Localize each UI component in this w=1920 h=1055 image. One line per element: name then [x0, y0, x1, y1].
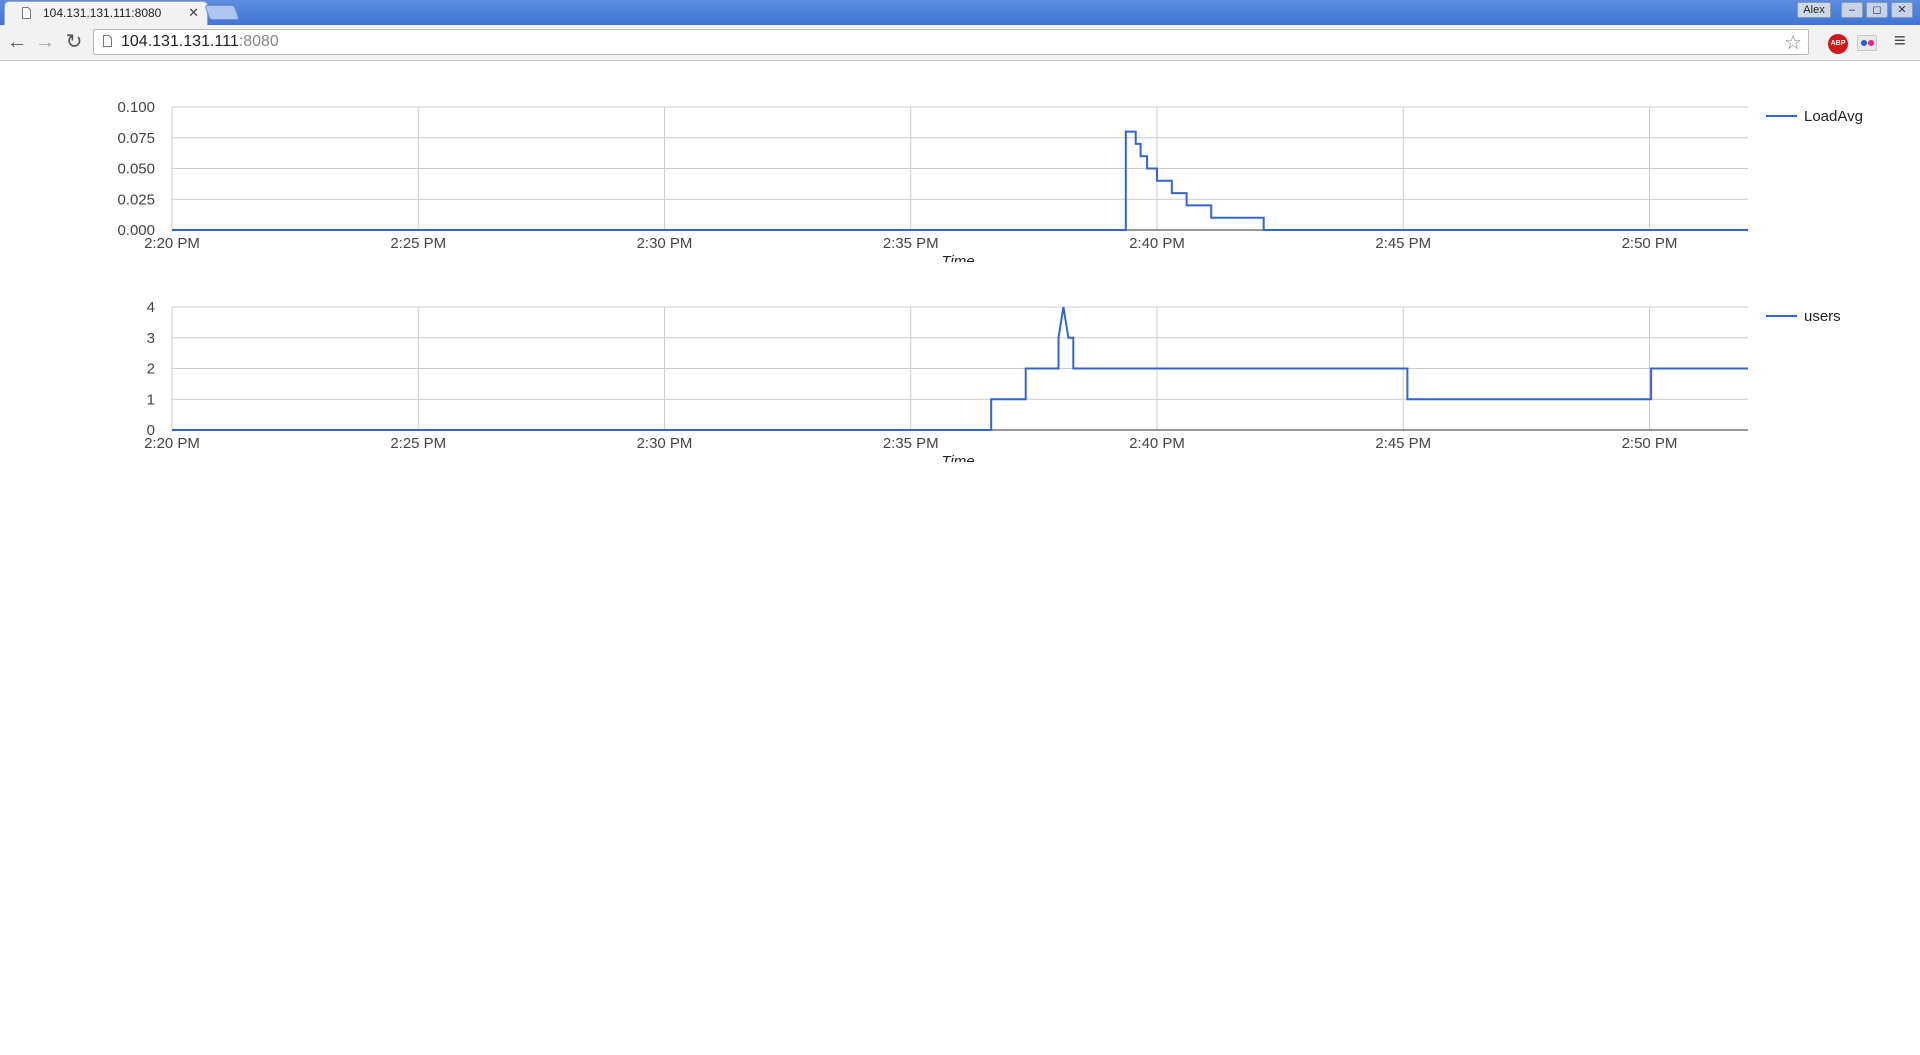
x-tick-label: 2:25 PM [390, 235, 446, 252]
new-tab-button[interactable] [204, 5, 240, 20]
back-icon[interactable]: ← [7, 31, 27, 53]
y-tick-label: 2 [147, 361, 155, 378]
tab-close-icon[interactable]: ✕ [188, 5, 199, 20]
flickr-blue-dot [1861, 40, 1867, 46]
bookmark-star-icon[interactable]: ☆ [1784, 32, 1802, 54]
flickr-pink-dot [1868, 40, 1874, 46]
flickr-extension-icon[interactable] [1857, 35, 1877, 51]
tab-title: 104.131.131.111:8080 [43, 6, 162, 20]
x-tick-label: 2:40 PM [1129, 435, 1185, 452]
url-text: 104.131.131.111:8080 [121, 33, 279, 51]
x-tick-label: 2:50 PM [1622, 235, 1678, 252]
x-axis-title: Time [941, 453, 974, 462]
adblock-icon[interactable]: ABP [1828, 34, 1848, 54]
legend-label[interactable]: users [1804, 308, 1841, 325]
minimize-icon[interactable]: – [1841, 2, 1863, 18]
browser-toolbar: ← → ↻ 104.131.131.111:8080 ☆ ABP ≡ [0, 25, 1920, 61]
x-tick-label: 2:35 PM [883, 235, 939, 252]
users-chart-svg: 2:20 PM 2:25 PM 2:30 PM 2:35 PM 2:40 PM 2:45 … [144, 299, 1841, 462]
y-tick-label: 0.075 [117, 130, 155, 147]
chrome-menu-icon[interactable]: ≡ [1894, 30, 1906, 52]
reload-icon[interactable]: ↻ [65, 31, 83, 53]
x-tick-label: 2:40 PM [1129, 235, 1185, 252]
page-icon [22, 7, 31, 19]
y-tick-label: 1 [147, 391, 155, 408]
series-line-users [172, 306, 1748, 431]
restore-icon[interactable]: ◻ [1866, 2, 1888, 18]
x-tick-label: 2:25 PM [390, 435, 446, 452]
x-tick-label: 2:50 PM [1622, 435, 1678, 452]
url-host: 104.131.131.111 [121, 33, 239, 50]
x-axis-title: Time [941, 253, 974, 262]
loadavg-chart: 2:20 PM 2:25 PM 2:30 PM 2:35 PM 2:40 PM 2:45 … [0, 62, 1920, 262]
y-tick-label: 0.100 [117, 99, 155, 116]
browser-tab[interactable]: 104.131.131.111:8080 ✕ [4, 1, 208, 25]
url-port: :8080 [238, 33, 279, 50]
x-tick-label: 2:45 PM [1375, 435, 1431, 452]
legend-label[interactable]: LoadAvg [1804, 108, 1863, 125]
y-tick-label: 4 [147, 299, 155, 316]
profile-button[interactable]: Alex [1797, 2, 1831, 18]
x-tick-label: 2:35 PM [883, 435, 939, 452]
y-tick-label: 0.050 [117, 161, 155, 178]
x-tick-label: 2:30 PM [637, 235, 693, 252]
series-line-LoadAvg [172, 130, 1748, 231]
y-tick-label: 3 [147, 330, 155, 347]
x-tick-label: 2:45 PM [1375, 235, 1431, 252]
browser-title-bar: 104.131.131.111:8080 ✕ Alex – ◻ ✕ [0, 0, 1920, 25]
y-tick-label: 0.000 [117, 222, 155, 239]
address-bar[interactable]: 104.131.131.111:8080 ☆ [93, 29, 1809, 55]
loadavg-chart-svg: 2:20 PM 2:25 PM 2:30 PM 2:35 PM 2:40 PM 2:45 … [117, 99, 1863, 262]
page-icon [103, 35, 112, 47]
x-tick-label: 2:30 PM [637, 435, 693, 452]
y-tick-label: 0 [147, 422, 155, 439]
y-tick-label: 0.025 [117, 191, 155, 208]
x-tick-label: 2:20 PM [144, 235, 200, 252]
forward-icon[interactable]: → [35, 31, 55, 53]
users-chart: 2:20 PM 2:25 PM 2:30 PM 2:35 PM 2:40 PM 2:45 … [0, 262, 1920, 462]
x-tick-label: 2:20 PM [144, 435, 200, 452]
window-close-icon[interactable]: ✕ [1891, 2, 1913, 18]
